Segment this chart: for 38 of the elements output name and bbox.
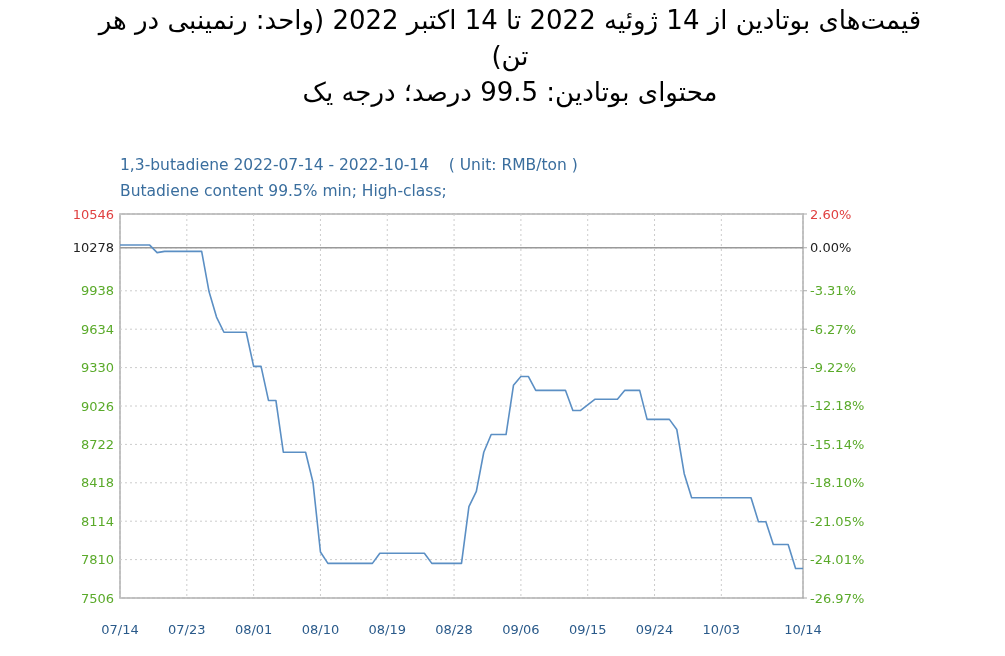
y-tick-label: 9026 (80, 398, 114, 414)
x-tick-label: 08/10 (301, 622, 340, 637)
y-tick-label: 9938 (80, 283, 114, 299)
y2-tick-label: -9.22% (810, 360, 856, 376)
x-tick-label: 09/24 (635, 622, 674, 637)
y2-tick-label: -26.97% (810, 590, 865, 606)
y-tick-label: 7810 (80, 552, 114, 568)
text: 1,3-butadiene 2022-07-14 - 2022-10-14 ( Unit: RMB/ton ) (120, 156, 578, 174)
x-tick-label: 07/23 (168, 622, 206, 637)
text: Butadiene content 99.5% min; High-class; (120, 182, 447, 200)
x-tick-label: 09/06 (502, 622, 540, 637)
x-tick-label: 07/14 (101, 622, 139, 637)
y2-tick-label: -12.18% (810, 398, 865, 414)
y2-tick-label: -3.31% (810, 283, 856, 299)
x-tick-label: 09/15 (568, 622, 607, 637)
y-tick-label: 8114 (80, 513, 114, 529)
y2-tick-label: 2.60% (810, 206, 852, 222)
y-tick-label: 9634 (80, 321, 114, 337)
x-tick-label: 10/14 (784, 622, 822, 637)
chart-subtitle: محتوای بوتادین: 99.5 درصد؛ درجه یک (301, 76, 719, 110)
y2-tick-label: -24.01% (810, 552, 865, 568)
y2-tick-label: -6.27% (810, 321, 856, 337)
y2-tick-label: -18.10% (810, 475, 865, 491)
x-tick-label: 10/03 (702, 622, 741, 637)
x-tick-label: 08/01 (234, 622, 273, 637)
y2-tick-label: -15.14% (810, 436, 865, 452)
chart-title: قیمت‌های بوتادین از 14 ژوئیه 2022 تا 14 اکتبر 2022 (واحد: رنمینبی در هر تن) (96, 4, 923, 74)
y-tick-label: 7506 (80, 590, 114, 606)
y-tick-label: 8418 (80, 475, 114, 491)
y2-tick-label: -21.05% (810, 513, 865, 529)
y2-tick-label: 0.00% (810, 240, 852, 256)
line-series (119, 244, 804, 570)
y-tick-label: 8722 (80, 436, 114, 452)
y-tick-label: 10278 (72, 240, 114, 256)
x-tick-label: 08/28 (435, 622, 473, 637)
x-tick-label: 08/19 (368, 622, 406, 637)
y-tick-label: 10546 (72, 206, 114, 222)
y-tick-label: 9330 (80, 360, 114, 376)
